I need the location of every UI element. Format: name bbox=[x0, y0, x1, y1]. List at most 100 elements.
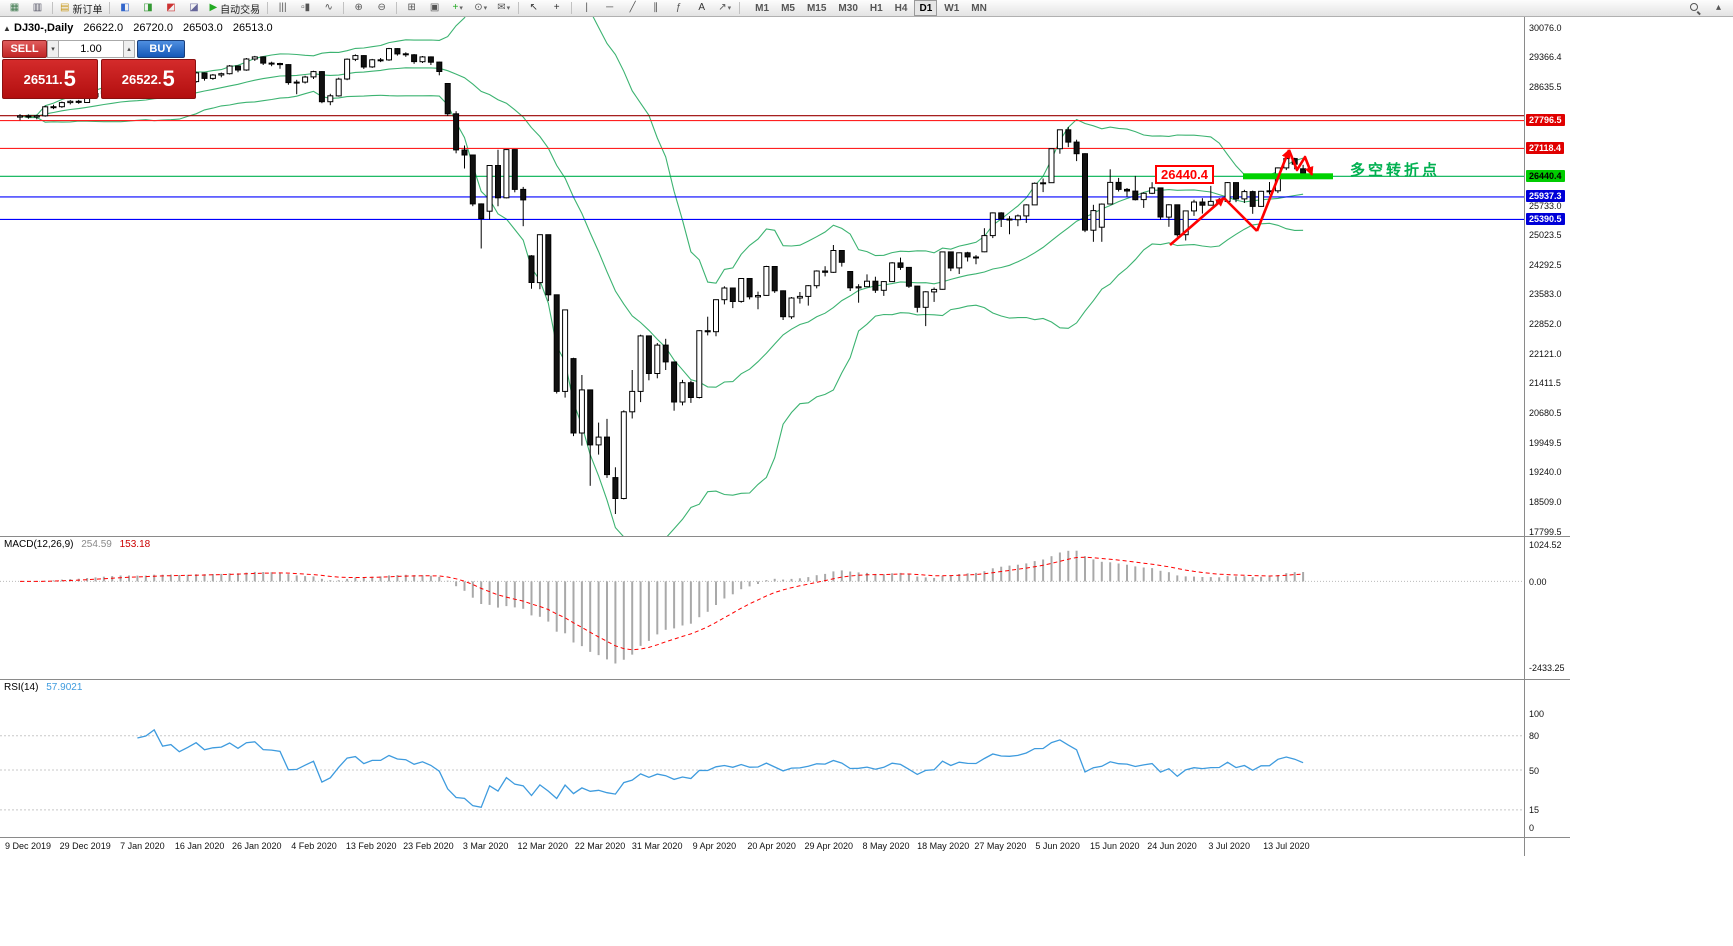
candlestick-mode-button[interactable]: ▫▮ bbox=[295, 0, 316, 17]
panel-toggle-button[interactable]: ▴ bbox=[1708, 0, 1729, 17]
cursor-icon: ↖ bbox=[529, 2, 538, 13]
price-axis-label: 24292.5 bbox=[1529, 259, 1562, 270]
rsi-axis-label: 80 bbox=[1529, 731, 1540, 742]
price-axis-label: 17799.5 bbox=[1529, 526, 1562, 537]
oneclick-collapse-icon[interactable]: ▲ bbox=[3, 24, 11, 33]
timeframe-h4-button[interactable]: H4 bbox=[894, 2, 908, 14]
timeframe-m1-button[interactable]: M1 bbox=[755, 2, 770, 14]
time-axis-label: 3 Mar 2020 bbox=[462, 841, 509, 851]
navigator-icon: ◩ bbox=[166, 2, 176, 13]
timeframe-mn-button[interactable]: MN bbox=[971, 2, 987, 14]
dropdown-arrow-icon: ▾ bbox=[506, 5, 511, 12]
bollinger-bands bbox=[19, 17, 1304, 536]
text-button[interactable]: A bbox=[691, 0, 712, 17]
time-axis-label: 5 Jun 2020 bbox=[1035, 841, 1080, 851]
time-axis-label: 9 Apr 2020 bbox=[692, 841, 737, 851]
tile-windows-button[interactable]: ⊞ bbox=[401, 0, 422, 17]
timeframe-h1-button[interactable]: H1 bbox=[869, 2, 883, 14]
toolbar-separator bbox=[267, 2, 269, 14]
price-axis-label: 19949.5 bbox=[1529, 438, 1562, 449]
price-axis-label: 22121.0 bbox=[1529, 349, 1562, 360]
macd-signal-line bbox=[20, 556, 1304, 651]
data-window-button[interactable]: ◨ bbox=[137, 0, 158, 17]
volume-input[interactable] bbox=[59, 40, 123, 58]
panel-separator-rsi[interactable] bbox=[0, 679, 1570, 680]
vertical-line-button[interactable]: | bbox=[576, 0, 597, 17]
timeframe-m15-button[interactable]: M15 bbox=[806, 2, 827, 14]
cursor-button[interactable]: ↖ bbox=[523, 0, 544, 17]
timeframe-d1-button[interactable]: D1 bbox=[914, 0, 938, 16]
profiles-button[interactable]: ▥ bbox=[27, 0, 48, 17]
horizontal-line-button[interactable]: ─ bbox=[599, 0, 620, 17]
time-axis-label: 15 Jun 2020 bbox=[1090, 841, 1140, 851]
zoom-in-button[interactable]: ⊕ bbox=[348, 0, 369, 17]
time-axis-label: 18 May 2020 bbox=[917, 841, 970, 851]
rsi-line bbox=[137, 728, 1304, 809]
line-chart-mode-button[interactable]: ∿ bbox=[318, 0, 339, 17]
rsi-indicator-chart[interactable] bbox=[0, 680, 1524, 837]
toolbar-separator bbox=[396, 2, 398, 14]
volume-decrease-button[interactable]: ▾ bbox=[47, 40, 59, 58]
fibonacci-button[interactable]: ƒ bbox=[668, 0, 689, 17]
indicators-icon: + bbox=[452, 2, 459, 13]
text-icon: A bbox=[698, 2, 705, 13]
buy-price-panel[interactable]: 26522. 5 bbox=[100, 59, 196, 99]
trendline-button[interactable]: ╱ bbox=[622, 0, 643, 17]
new-chart-button[interactable]: ▦ bbox=[4, 0, 25, 17]
zoom-out-button[interactable]: ⊖ bbox=[371, 0, 392, 17]
new-order-button[interactable]: ▤ 新订单 bbox=[57, 0, 105, 17]
line-chart-mode-icon: ∿ bbox=[324, 2, 333, 13]
sell-price-panel[interactable]: 26511. 5 bbox=[2, 59, 98, 99]
price-axis-label: 18509.0 bbox=[1529, 497, 1562, 508]
panel-separator-macd[interactable] bbox=[0, 536, 1570, 537]
price-axis-label: 23583.0 bbox=[1529, 289, 1562, 300]
time-axis-label: 26 Jan 2020 bbox=[232, 841, 282, 851]
timeframe-m5-button[interactable]: M5 bbox=[781, 2, 795, 14]
autotrading-button[interactable]: ▶ 自动交易 bbox=[206, 0, 263, 17]
timeframe-m30-button[interactable]: M30 bbox=[838, 2, 858, 14]
bar-chart-mode-button[interactable]: ||| bbox=[272, 0, 293, 17]
macd-main-value: 254.59 bbox=[81, 539, 112, 550]
cascade-windows-button[interactable]: ▣ bbox=[424, 0, 445, 17]
price-axis-label: 30076.0 bbox=[1529, 22, 1562, 33]
toolbar-separator bbox=[739, 2, 741, 14]
periods-button[interactable]: ⊙ ▾ bbox=[470, 0, 491, 17]
time-axis-label: 22 Mar 2020 bbox=[574, 841, 626, 851]
low-value: 26503.0 bbox=[183, 22, 223, 34]
timeframe-toolbar: M1 M5 M15 M30 H1 H4 D1 W1 MN bbox=[749, 0, 993, 16]
channel-button[interactable]: ∥ bbox=[645, 0, 666, 17]
sell-button[interactable]: SELL bbox=[2, 40, 47, 58]
tile-windows-icon: ⊞ bbox=[407, 2, 416, 13]
panel-toggle-icon: ▴ bbox=[1715, 2, 1722, 13]
new-order-button-label: 新订单 bbox=[72, 4, 103, 16]
crosshair-button[interactable]: + bbox=[546, 0, 567, 17]
price-axis[interactable]: 30076.0 29366.4 28635.5 25733.0 25023.5 24292… bbox=[1524, 17, 1733, 856]
time-axis-label: 12 Mar 2020 bbox=[517, 841, 569, 851]
main-price-chart[interactable] bbox=[0, 17, 1524, 536]
timeframe-w1-button[interactable]: W1 bbox=[944, 2, 960, 14]
time-axis-separator bbox=[0, 837, 1570, 838]
volume-increase-button[interactable]: ▴ bbox=[123, 40, 135, 58]
macd-axis-label: 0.00 bbox=[1529, 576, 1547, 587]
horizontal-lines bbox=[0, 115, 1524, 220]
indicators-button[interactable]: + ▾ bbox=[447, 0, 468, 17]
templates-button[interactable]: ✉ ▾ bbox=[493, 0, 514, 17]
time-axis-label: 4 Feb 2020 bbox=[291, 841, 337, 851]
time-axis-label: 3 Jul 2020 bbox=[1208, 841, 1250, 851]
time-axis-label: 27 May 2020 bbox=[974, 841, 1027, 851]
buy-button[interactable]: BUY bbox=[137, 40, 185, 58]
arrows-button[interactable]: ↗ ▾ bbox=[714, 0, 735, 17]
dropdown-arrow-icon: ▾ bbox=[459, 5, 463, 12]
terminal-button[interactable]: ◪ bbox=[183, 0, 204, 17]
trend-arrows[interactable] bbox=[1169, 149, 1314, 246]
price-callout-box[interactable]: 26440.4 bbox=[1155, 165, 1214, 184]
navigator-button[interactable]: ◩ bbox=[160, 0, 181, 17]
turning-point-note[interactable]: 多空转折点 bbox=[1350, 162, 1441, 179]
time-axis[interactable]: 9 Dec 2019 29 Dec 2019 7 Jan 2020 16 Jan 20… bbox=[0, 838, 1570, 856]
search-button[interactable] bbox=[1685, 0, 1706, 17]
macd-indicator-chart[interactable] bbox=[0, 537, 1524, 679]
market-watch-button[interactable]: ◧ bbox=[114, 0, 135, 17]
price-axis-badge: 25390.5 bbox=[1526, 212, 1565, 225]
search-icon bbox=[1690, 2, 1701, 14]
turning-point-marker[interactable] bbox=[1243, 173, 1333, 180]
